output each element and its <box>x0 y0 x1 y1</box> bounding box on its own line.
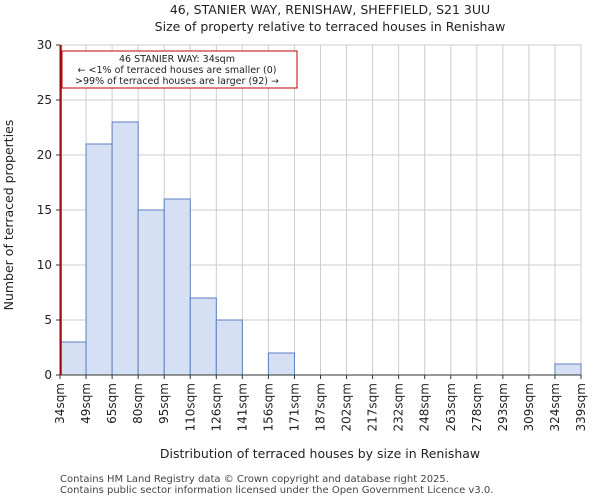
bar-126sqm <box>215 319 243 376</box>
x-tick-label-339sqm: 339sqm <box>574 383 588 431</box>
y-tick-label-2: 10 <box>37 258 52 272</box>
x-tick-label-95sqm: 95sqm <box>157 383 171 424</box>
y-tick-label-0: 0 <box>44 368 52 382</box>
bar-80sqm <box>137 209 165 376</box>
x-tick-label-65sqm: 65sqm <box>105 383 119 424</box>
footer-line-2: Contains public sector information licen… <box>60 485 494 496</box>
x-tick-label-126sqm: 126sqm <box>209 383 223 431</box>
x-tick-label-263sqm: 263sqm <box>444 383 458 431</box>
bar-156sqm <box>267 352 295 376</box>
x-tick-label-202sqm: 202sqm <box>340 383 354 431</box>
y-tick-label-1: 5 <box>44 313 52 327</box>
axis-layer: 0 5 10 15 20 25 30 34sqm 49sqm 65sqm 80sqm 95sqm 110… <box>37 38 588 431</box>
annotation-line-2: ← <1% of terraced houses are smaller (0) <box>78 65 277 76</box>
x-tick-label-110sqm: 110sqm <box>183 383 197 431</box>
x-tick-label-309sqm: 309sqm <box>522 383 536 431</box>
x-tick-label-141sqm: 141sqm <box>235 383 249 431</box>
x-tick-label-156sqm: 156sqm <box>261 383 275 431</box>
y-tick-label-6: 30 <box>37 38 52 52</box>
bar-324sqm <box>554 363 582 376</box>
annotation-line-1: 46 STANIER WAY: 34sqm <box>119 54 235 65</box>
x-tick-label-232sqm: 232sqm <box>392 383 406 431</box>
x-tick-label-49sqm: 49sqm <box>79 383 93 424</box>
bar-95sqm <box>163 198 191 376</box>
bar-49sqm <box>85 143 113 376</box>
chart-subtitle: Size of property relative to terraced ho… <box>155 19 506 34</box>
footer-line-1: Contains HM Land Registry data © Crown c… <box>60 474 449 485</box>
y-tick-label-3: 15 <box>37 203 52 217</box>
x-tick-label-80sqm: 80sqm <box>131 383 145 424</box>
bar-34sqm <box>59 341 87 376</box>
x-tick-label-34sqm: 34sqm <box>53 383 67 424</box>
annotation-box: 46 STANIER WAY: 34sqm ← <1% of terraced … <box>61 50 298 89</box>
x-tick-label-324sqm: 324sqm <box>548 383 562 431</box>
y-tick-label-4: 20 <box>37 148 52 162</box>
x-tick-label-248sqm: 248sqm <box>418 383 432 431</box>
bar-110sqm <box>189 297 217 376</box>
y-tick-label-5: 25 <box>37 93 52 107</box>
x-axis-label: Distribution of terraced houses by size … <box>160 446 480 461</box>
bar-layer <box>59 121 582 376</box>
annotation-box-border <box>61 50 298 89</box>
x-tick-label-293sqm: 293sqm <box>496 383 510 431</box>
x-tick-label-217sqm: 217sqm <box>366 383 380 431</box>
annotation-line-3: >99% of terraced houses are larger (92) … <box>75 76 279 87</box>
x-tick-label-187sqm: 187sqm <box>314 383 328 431</box>
y-axis-label: Number of terraced properties <box>1 120 16 311</box>
chart-title: 46, STANIER WAY, RENISHAW, SHEFFIELD, S2… <box>170 2 490 17</box>
x-tick-label-278sqm: 278sqm <box>470 383 484 431</box>
bar-65sqm <box>111 121 139 376</box>
x-tick-label-171sqm: 171sqm <box>287 383 301 431</box>
